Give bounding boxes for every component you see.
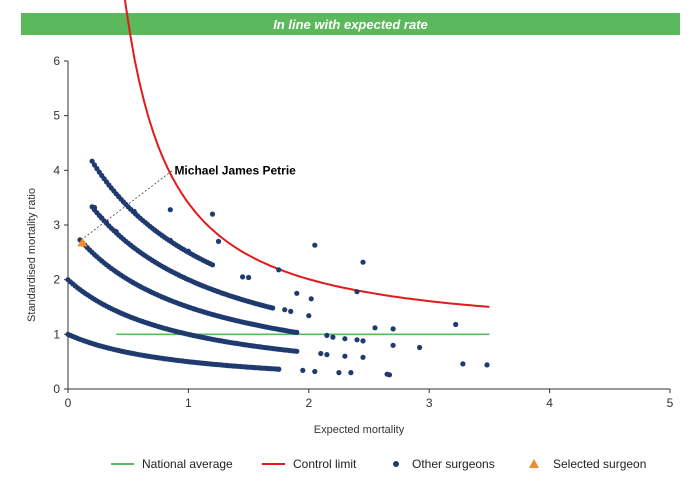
y-tick-label: 4	[53, 163, 60, 177]
y-tick-label: 6	[53, 54, 60, 68]
legend-other-surgeons-swatch	[393, 461, 399, 467]
other-surgeon-point	[300, 367, 306, 373]
other-surgeon-point	[312, 368, 318, 375]
other-surgeon-point	[294, 348, 300, 354]
x-tick-label: 1	[185, 396, 192, 410]
other-surgeon-point	[282, 307, 288, 313]
other-surgeons-points	[65, 158, 490, 378]
other-surgeon-point	[294, 290, 300, 296]
x-tick-label: 0	[65, 396, 72, 410]
other-surgeon-point	[336, 370, 342, 376]
other-surgeon-point	[386, 372, 393, 378]
other-surgeon-point	[484, 362, 490, 368]
other-surgeon-point	[318, 350, 324, 357]
y-tick-label: 3	[53, 218, 60, 232]
other-surgeon-point	[131, 208, 137, 214]
other-surgeon-point	[89, 158, 95, 164]
other-surgeon-point	[417, 344, 423, 351]
status-banner: In line with expected rate	[21, 13, 680, 35]
other-surgeon-point	[324, 332, 330, 338]
y-tick-label: 5	[53, 109, 60, 123]
other-surgeon-point	[306, 313, 312, 319]
other-surgeon-point	[354, 337, 360, 343]
other-surgeon-point	[215, 238, 222, 244]
other-surgeon-point	[185, 248, 191, 254]
other-surgeon-point	[460, 361, 466, 367]
other-surgeon-point	[209, 262, 216, 268]
other-surgeon-point	[288, 308, 294, 314]
status-banner-text: In line with expected rate	[273, 16, 428, 32]
other-surgeon-point	[103, 219, 110, 225]
other-surgeon-point	[453, 321, 459, 328]
other-surgeon-point	[209, 211, 216, 217]
annotation-leader-line	[84, 170, 173, 238]
legend-control-limit-label: Control limit	[293, 457, 357, 471]
other-surgeon-point	[324, 352, 330, 358]
other-surgeon-point	[342, 353, 348, 359]
x-tick-label: 2	[305, 396, 312, 410]
y-tick-label: 0	[53, 382, 60, 396]
other-surgeon-point	[99, 215, 105, 221]
other-surgeon-point	[276, 366, 282, 372]
other-surgeon-point	[342, 336, 348, 342]
other-surgeon-point	[360, 354, 366, 360]
other-surgeon-point	[360, 259, 366, 265]
other-surgeon-point	[167, 207, 173, 213]
other-surgeon-point	[276, 267, 282, 273]
other-surgeon-point	[348, 370, 354, 376]
other-surgeon-point	[390, 326, 396, 332]
other-surgeon-point	[246, 274, 252, 281]
y-tick-label: 2	[53, 273, 60, 287]
control-limit-curve	[124, 0, 490, 308]
other-surgeon-point	[390, 342, 396, 348]
x-ticks: 0 1 2 3 4 5	[65, 389, 674, 410]
y-tick-label: 1	[53, 327, 60, 341]
other-surgeon-point	[167, 237, 173, 243]
legend-selected-surgeon-swatch	[529, 459, 539, 468]
other-surgeon-point	[308, 296, 314, 302]
legend-national-average-label: National average	[142, 457, 233, 471]
x-tick-label: 3	[426, 396, 433, 410]
y-ticks: 0 1 2 3 4 5 6	[53, 54, 68, 396]
axes: 0 1 2 3 4 5 0 1 2 3 4 5 6 Expected mortality Standa…	[26, 54, 674, 436]
other-surgeon-point	[240, 274, 246, 280]
selected-surgeon-marker	[77, 237, 88, 247]
other-surgeon-point	[113, 229, 119, 235]
x-axis-title: Expected mortality	[314, 424, 405, 436]
other-surgeon-point	[270, 305, 276, 311]
legend-other-surgeons-label: Other surgeons	[412, 457, 495, 471]
other-surgeon-point	[372, 325, 378, 331]
x-tick-label: 4	[546, 396, 553, 410]
other-surgeon-point	[354, 289, 360, 295]
other-surgeon-point	[330, 334, 336, 340]
plot-area: Michael James Petrie	[65, 0, 490, 378]
other-surgeon-point	[91, 204, 98, 211]
legend: National average Control limit Other sur…	[111, 457, 646, 471]
other-surgeon-point	[312, 242, 318, 248]
x-tick-label: 5	[667, 396, 674, 410]
legend-selected-surgeon-label: Selected surgeon	[553, 457, 646, 471]
other-surgeon-point	[360, 338, 366, 344]
y-axis-title: Standardised mortality ratio	[26, 188, 38, 322]
annotation-label: Michael James Petrie	[174, 163, 296, 177]
other-surgeon-point	[294, 329, 300, 335]
